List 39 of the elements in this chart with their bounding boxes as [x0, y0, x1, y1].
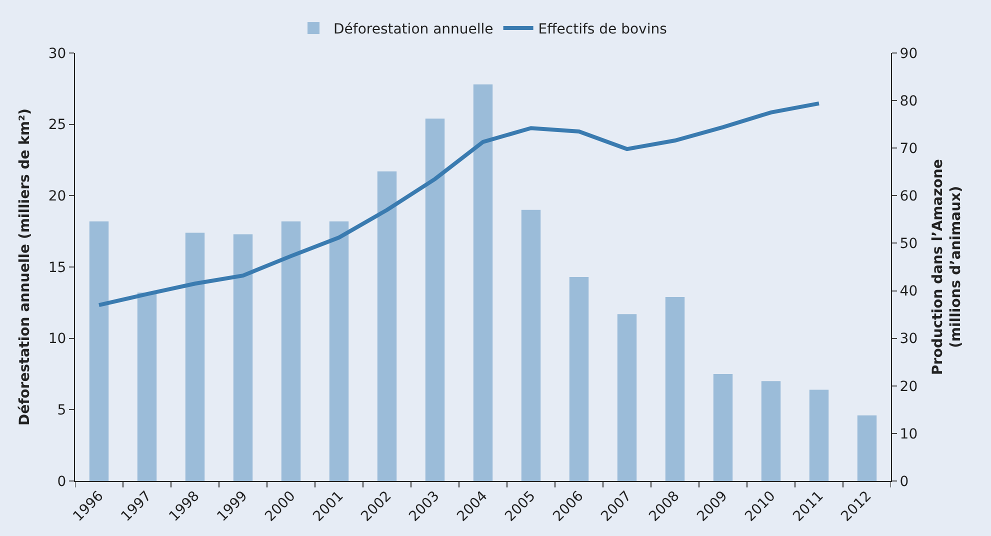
bar — [185, 232, 205, 481]
y2-tick-label: 50 — [900, 236, 918, 252]
legend-label: Effectifs de bovins — [538, 22, 667, 38]
y2-tick-label: 80 — [900, 93, 918, 110]
bar — [665, 296, 685, 481]
y2-tick-label: 30 — [900, 331, 918, 348]
bar — [89, 221, 109, 481]
y2-tick-label: 90 — [900, 46, 918, 62]
y2-tick-label: 60 — [900, 188, 918, 205]
y2-tick-label: 10 — [900, 426, 918, 442]
bar — [521, 210, 541, 481]
y-tick-label: 15 — [48, 260, 66, 276]
bar — [233, 234, 253, 481]
y-tick-label: 30 — [48, 46, 66, 62]
bar — [473, 84, 493, 481]
bar — [377, 171, 397, 481]
y2-tick-label: 20 — [900, 378, 918, 395]
y2-axis-title: Production dans l’Amazone (millions d’animaux) — [930, 159, 964, 375]
bar — [329, 221, 349, 481]
y2-tick-label: 70 — [900, 141, 918, 158]
bar — [425, 118, 445, 481]
y-tick-label: 20 — [48, 188, 66, 205]
bar — [281, 221, 301, 481]
bar — [137, 292, 157, 481]
legend-label: Déforestation annuelle — [334, 22, 494, 38]
bar — [617, 314, 637, 481]
bar — [569, 276, 589, 481]
y2-tick-label: 0 — [900, 474, 909, 490]
y-tick-label: 0 — [57, 474, 66, 490]
bar — [713, 374, 733, 481]
y2-tick-label: 40 — [900, 284, 918, 300]
y-tick-label: 10 — [48, 331, 66, 348]
y-tick-label: 25 — [48, 117, 66, 134]
bar — [761, 381, 781, 481]
y-axis-title: Déforestation annuelle (milliers de km²) — [16, 108, 33, 426]
line-series — [97, 101, 821, 308]
bar — [857, 415, 877, 481]
y-tick-label: 5 — [57, 402, 66, 419]
bar — [809, 390, 829, 481]
